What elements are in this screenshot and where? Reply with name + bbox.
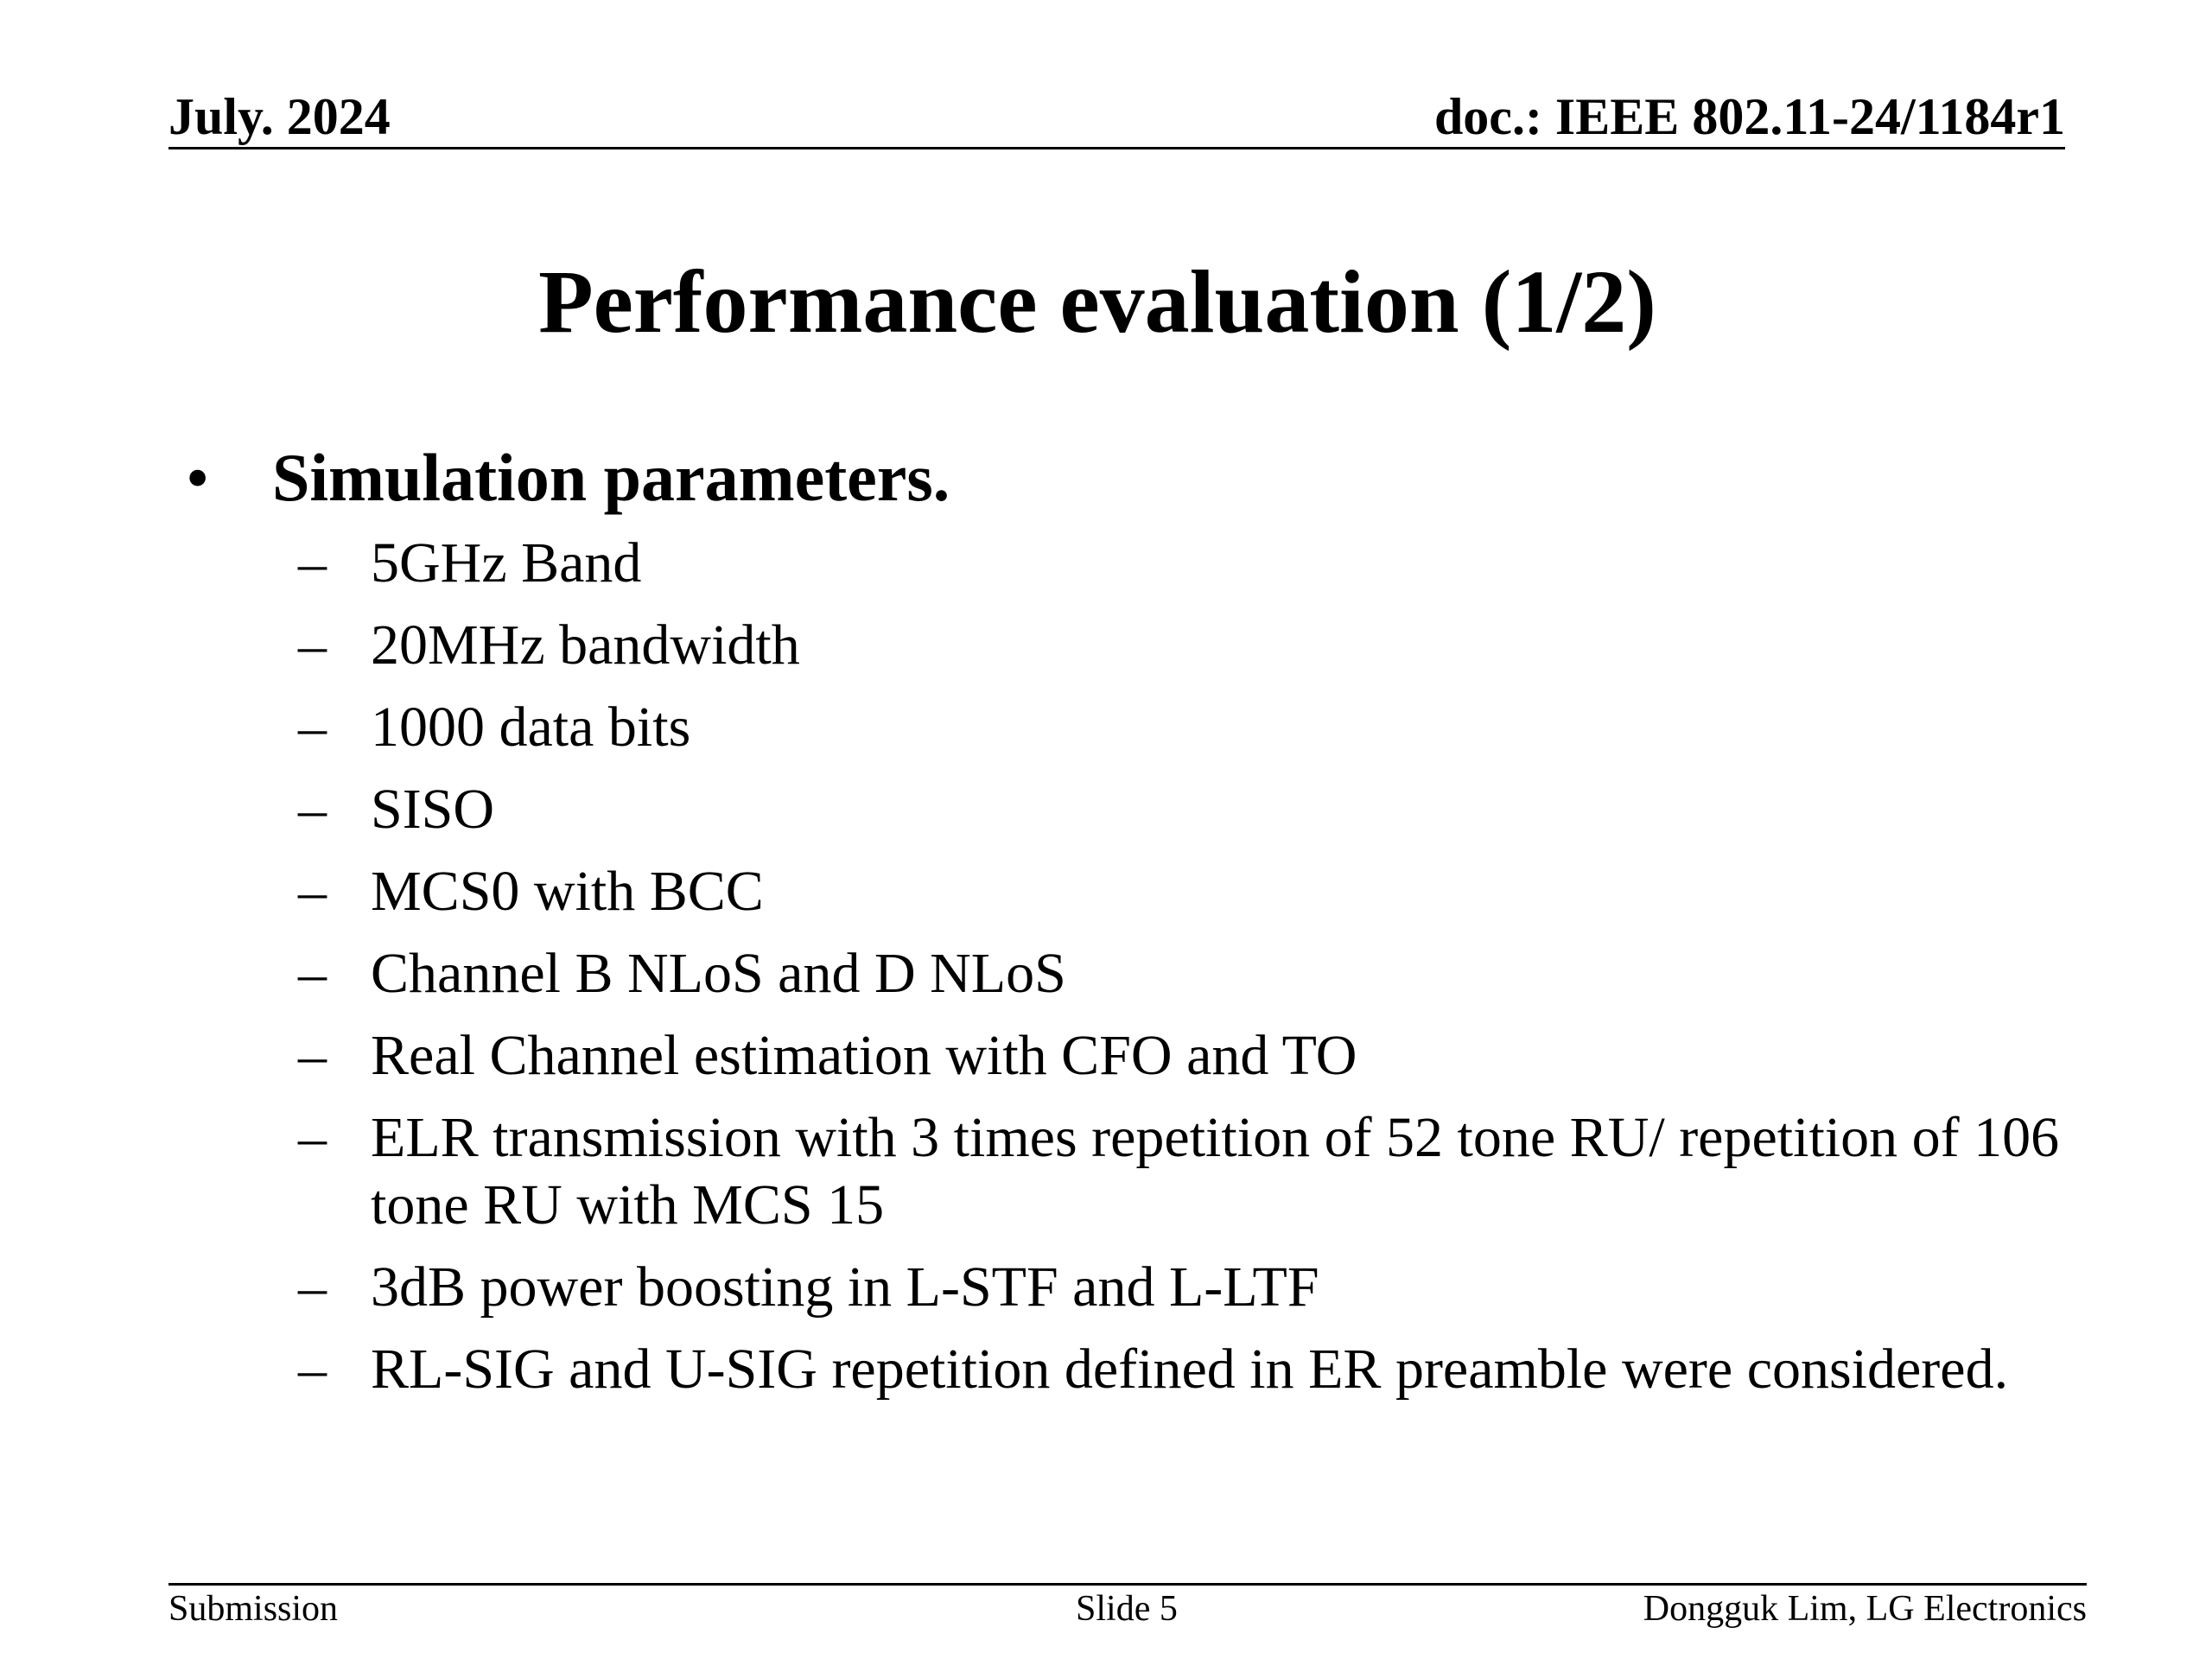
list-item-text: 1000 data bits	[371, 696, 691, 759]
parameter-list: –5GHz Band –20MHz bandwidth –1000 data b…	[298, 530, 2069, 1418]
dash-icon: –	[298, 1338, 327, 1401]
header-date: July. 2024	[168, 88, 391, 145]
list-item-text: MCS0 with BCC	[371, 860, 764, 923]
list-item-text: 20MHz bandwidth	[371, 613, 800, 677]
slide-title: Performance evaluation (1/2)	[0, 251, 2212, 354]
header-doc-id: doc.: IEEE 802.11-24/1184r1	[1433, 88, 2065, 145]
footer-submission: Submission	[168, 1589, 339, 1629]
list-item-text: SISO	[371, 778, 495, 841]
list-item: – Real Channel estimation with CFO and TO	[298, 1022, 2069, 1090]
bullet-icon: •	[186, 440, 210, 515]
list-item: – SISO	[298, 776, 2069, 843]
dash-icon: –	[298, 531, 327, 594]
dash-icon: –	[298, 1255, 327, 1319]
footer-author: Dongguk Lim, LG Electronics	[1643, 1589, 2087, 1629]
list-item: –1000 data bits	[298, 694, 2069, 761]
list-item-text: Channel B NLoS and D NLoS	[371, 942, 1066, 1005]
footer-divider	[168, 1583, 2087, 1586]
list-item: – RL-SIG and U-SIG repetition defined in …	[298, 1336, 2069, 1403]
dash-icon: –	[298, 613, 327, 677]
dash-icon: –	[298, 778, 327, 841]
dash-icon: –	[298, 942, 327, 1005]
list-item-text: 3dB power boosting in L-STF and L-LTF	[371, 1255, 1319, 1319]
dash-icon: –	[298, 1024, 327, 1087]
dash-icon: –	[298, 696, 327, 759]
header-divider	[168, 147, 2065, 149]
list-item: – Channel B NLoS and D NLoS	[298, 940, 2069, 1007]
list-item: –3dB power boosting in L-STF and L-LTF	[298, 1254, 2069, 1321]
bullet-heading: Simulation parameters.	[272, 440, 950, 515]
list-item-text: RL-SIG and U-SIG repetition defined in E…	[371, 1338, 2009, 1401]
slide-title-text: Performance evaluation (1/2)	[538, 252, 1656, 352]
list-item-text: Real Channel estimation with CFO and TO	[371, 1024, 1357, 1087]
footer-slide-number: Slide 5	[1076, 1589, 1178, 1629]
list-item: – MCS0 with BCC	[298, 858, 2069, 925]
list-item-text: 5GHz Band	[371, 531, 642, 594]
list-item-text: ELR transmission with 3 times repetition…	[371, 1106, 2060, 1236]
dash-icon: –	[298, 1106, 327, 1169]
dash-icon: –	[298, 860, 327, 923]
list-item: –20MHz bandwidth	[298, 612, 2069, 679]
list-item: – ELR transmission with 3 times repetitio…	[298, 1104, 2069, 1239]
list-item: –5GHz Band	[298, 530, 2069, 597]
bullet-heading-row: • Simulation parameters.	[186, 436, 950, 518]
